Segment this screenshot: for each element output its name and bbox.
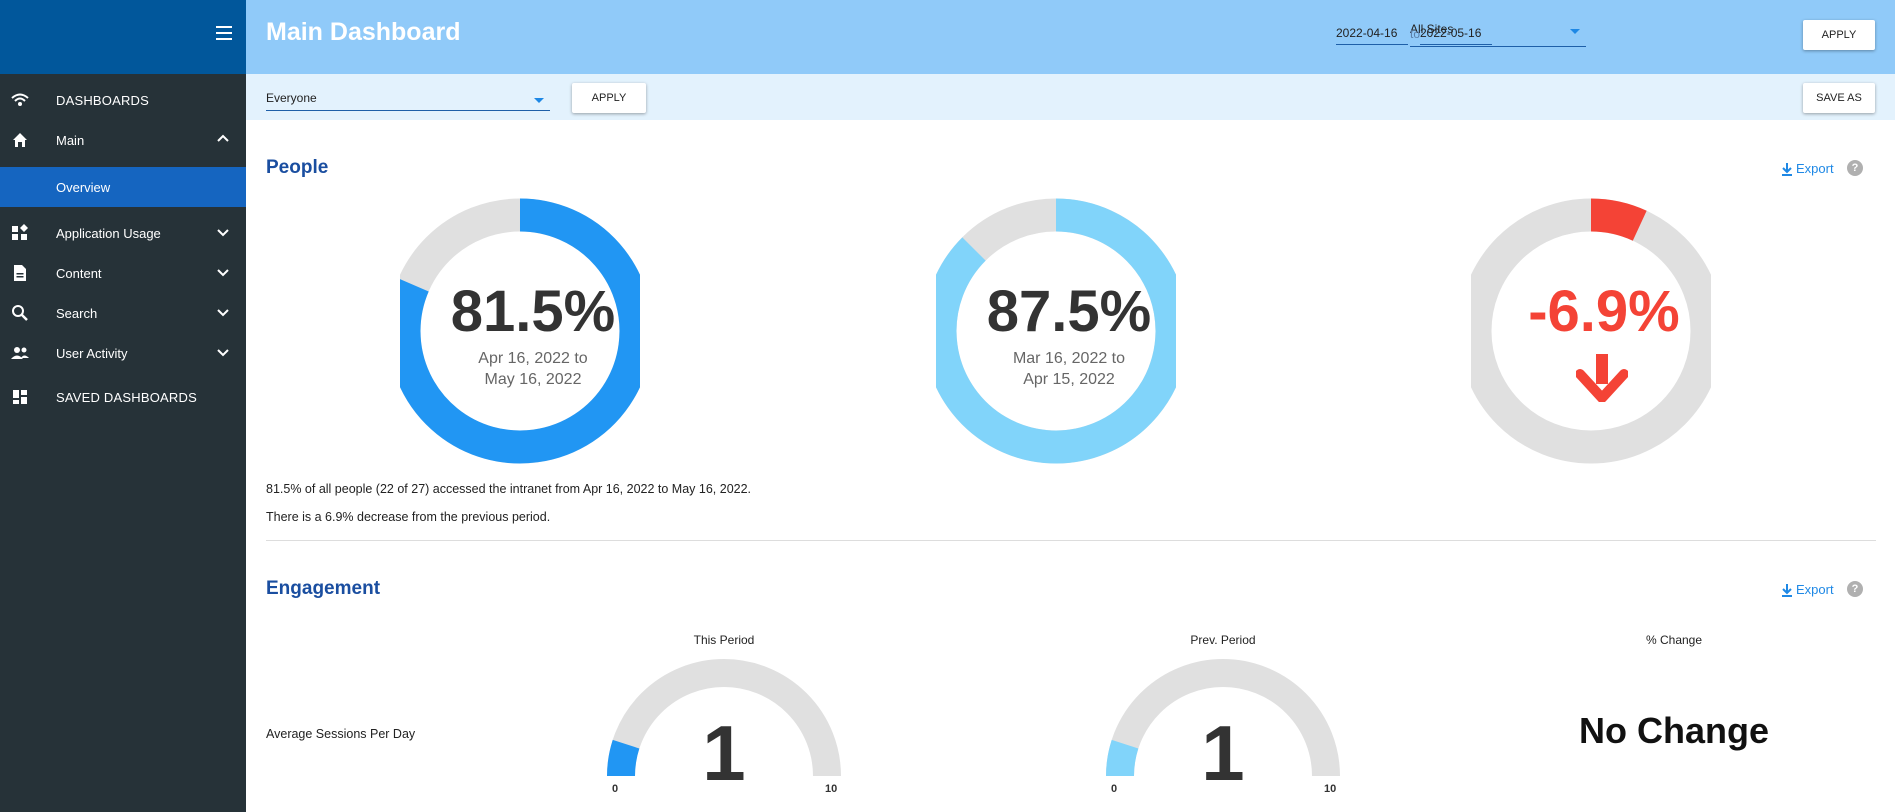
download-icon: [1782, 163, 1792, 176]
column-percent-change: % Change: [1645, 633, 1703, 647]
dashboards-signal-icon: [11, 93, 29, 106]
caret-down-icon: [534, 98, 544, 103]
engagement-help-icon[interactable]: ?: [1847, 581, 1863, 597]
chevron-down-icon: [217, 349, 229, 357]
date-from-value: 2022-04-16: [1336, 26, 1398, 40]
current-range-line1: Apr 16, 2022 to: [478, 350, 588, 367]
gauge-value-arc: [1106, 739, 1139, 777]
filter-bar: Everyone APPLY SAVE AS: [246, 74, 1895, 120]
caret-down-icon: [1570, 29, 1580, 34]
gauge-this-max: 10: [825, 783, 838, 795]
gauge-track: [1106, 659, 1340, 777]
sidebar-item-label: Overview: [56, 179, 111, 195]
sidebar-item-label: Search: [56, 305, 98, 321]
sidebar: DASHBOARDS Main Overview Application Usa…: [0, 0, 246, 812]
sidebar-item-dashboards[interactable]: DASHBOARDS: [0, 80, 246, 120]
sidebar-item-user-activity[interactable]: User Activity: [0, 333, 246, 373]
previous-range-line1: Mar 16, 2022 to: [1012, 350, 1126, 367]
arrow-down-icon: [1576, 354, 1628, 402]
metric-label: Average Sessions Per Day: [266, 727, 416, 741]
people-help-icon[interactable]: ?: [1847, 160, 1863, 176]
sidebar-brand-bar: [0, 0, 246, 74]
gauge-track: [607, 659, 841, 777]
chevron-down-icon: [217, 309, 229, 317]
sidebar-item-application-usage[interactable]: Application Usage: [0, 213, 246, 253]
current-range-line2: May 16, 2022: [484, 371, 582, 388]
sidebar-item-overview[interactable]: Overview: [0, 167, 246, 207]
gauge-prev-max: 10: [1324, 783, 1337, 795]
donut-value-arc: [936, 198, 1176, 464]
sidebar-item-label: User Activity: [56, 345, 128, 361]
home-icon: [13, 133, 27, 147]
save-as-button[interactable]: SAVE AS: [1803, 83, 1875, 113]
date-to-separator: to: [1410, 27, 1421, 41]
people-description: 81.5% of all people (22 of 27) accessed …: [266, 482, 752, 496]
donut-value-arc: [1590, 198, 1647, 241]
widgets-icon: [12, 224, 28, 240]
document-icon: [14, 265, 26, 281]
people-change-description: There is a 6.9% decrease from the previo…: [266, 510, 551, 524]
donut-change: [1471, 198, 1711, 464]
page-title: Main Dashboard: [266, 18, 461, 46]
audience-select[interactable]: Everyone: [266, 90, 550, 111]
chevron-up-icon: [217, 134, 229, 142]
apply-filter-button[interactable]: APPLY: [572, 83, 646, 113]
apply-date-button[interactable]: APPLY: [1803, 20, 1875, 50]
people-icon: [11, 347, 29, 359]
gauge-value-arc: [607, 739, 640, 777]
column-this-period: This Period: [693, 633, 755, 647]
chevron-down-icon: [217, 229, 229, 237]
people-export-link[interactable]: Export: [1780, 161, 1850, 179]
dashboard-grid-icon: [13, 390, 27, 404]
percent-change-value: No Change: [1578, 710, 1769, 751]
header-bar: Main Dashboard All Sites 2022-04-16 to 2…: [246, 0, 1895, 74]
menu-icon[interactable]: [216, 26, 232, 40]
gauge-this-min: 0: [612, 783, 619, 795]
gauge-prev-min: 0: [1111, 783, 1118, 795]
sidebar-item-content[interactable]: Content: [0, 253, 246, 293]
engagement-section-title: Engagement: [266, 578, 381, 599]
section-divider: [266, 540, 1876, 541]
export-label: Export: [1796, 161, 1834, 176]
sidebar-item-saved-dashboards[interactable]: SAVED DASHBOARDS: [0, 377, 246, 417]
previous-range-line2: Apr 15, 2022: [1023, 371, 1115, 388]
column-prev-period: Prev. Period: [1190, 633, 1256, 647]
sidebar-item-label: Main: [56, 132, 85, 148]
gauge-this-value: 1: [702, 709, 746, 797]
gauge-prev-value: 1: [1201, 709, 1245, 797]
sidebar-item-label: Content: [56, 265, 102, 281]
audience-select-value: Everyone: [266, 91, 317, 105]
people-section-title: People: [266, 157, 329, 178]
engagement-export-link[interactable]: Export: [1780, 582, 1850, 600]
donut-previous-period: [936, 198, 1176, 464]
sidebar-item-main[interactable]: Main: [0, 120, 246, 160]
sidebar-item-label: SAVED DASHBOARDS: [56, 389, 197, 405]
date-to-input[interactable]: 2022-05-16: [1420, 24, 1492, 45]
chevron-down-icon: [217, 269, 229, 277]
donut-value-arc: [400, 198, 640, 464]
sidebar-item-search[interactable]: Search: [0, 293, 246, 333]
change-percent: -6.9%: [1528, 279, 1680, 344]
download-icon: [1782, 584, 1792, 597]
gauge-this-period: [607, 659, 841, 777]
current-percent: 81.5%: [450, 279, 616, 344]
date-to-value: 2022-05-16: [1420, 26, 1482, 40]
site-select[interactable]: All Sites: [1410, 20, 1586, 47]
donut-current-period: [400, 198, 640, 464]
export-label: Export: [1796, 582, 1834, 597]
previous-percent: 87.5%: [986, 279, 1152, 344]
gauge-prev-period: [1106, 659, 1340, 777]
site-select-value: All Sites: [1410, 22, 1454, 36]
date-from-input[interactable]: 2022-04-16: [1336, 24, 1408, 45]
sidebar-item-label: Application Usage: [56, 225, 161, 241]
search-icon: [12, 305, 28, 321]
sidebar-item-label: DASHBOARDS: [56, 92, 150, 108]
